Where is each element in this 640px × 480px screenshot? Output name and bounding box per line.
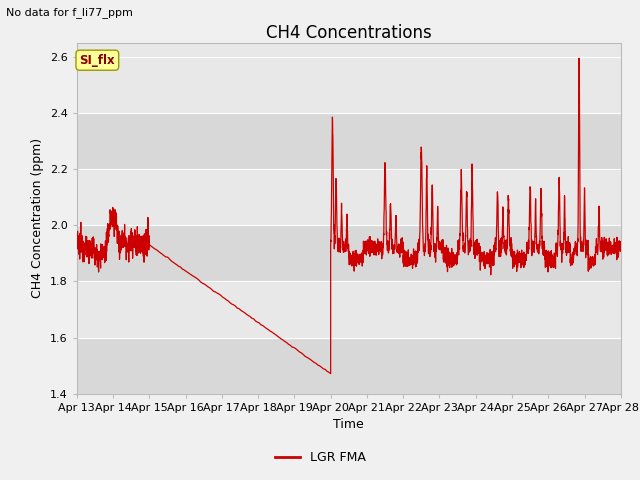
Text: No data for f_li77_ppm: No data for f_li77_ppm: [6, 7, 133, 18]
Bar: [77, 169, 621, 226]
Title: CH4 Concentrations: CH4 Concentrations: [266, 24, 431, 42]
X-axis label: Time: Time: [333, 418, 364, 431]
Bar: [77, 57, 621, 113]
Text: SI_flx: SI_flx: [79, 54, 115, 67]
Bar: [77, 226, 621, 281]
Bar: [77, 337, 621, 394]
Legend: LGR FMA: LGR FMA: [269, 446, 371, 469]
Bar: [77, 281, 621, 337]
Bar: [77, 113, 621, 169]
Y-axis label: CH4 Concentration (ppm): CH4 Concentration (ppm): [31, 138, 44, 299]
